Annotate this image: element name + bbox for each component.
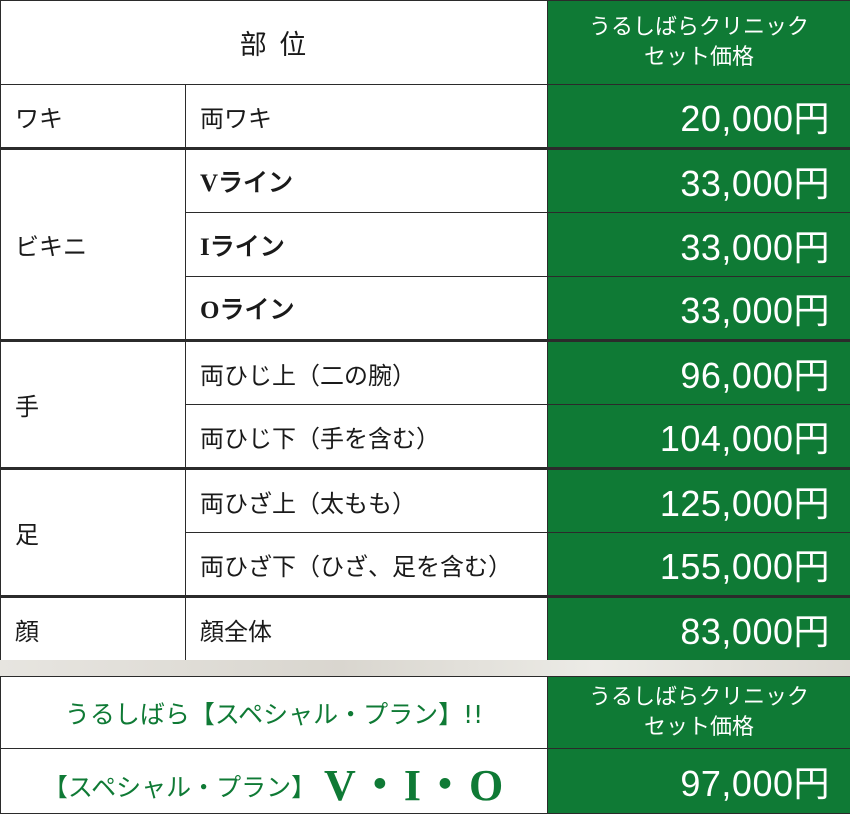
special-row: 【スペシャル・プラン】 V・I・O 97,000円 xyxy=(1,749,850,814)
special-header-row: うるしばら【スペシャル・プラン】!! うるしばらクリニック セット価格 xyxy=(1,677,850,749)
category-waki: ワキ xyxy=(1,85,186,149)
sub-part: 両ひざ下（ひざ、足を含む） xyxy=(186,533,548,597)
category-leg: 足 xyxy=(1,469,186,597)
special-price-header-line1: うるしばらクリニック xyxy=(548,683,850,713)
header-row: 部 位 うるしばらクリニック セット価格 xyxy=(1,1,850,85)
divider-band xyxy=(0,660,850,676)
part-header: 部 位 xyxy=(1,1,548,85)
category-arm: 手 xyxy=(1,341,186,469)
table-row: ビキニ Vライン 33,000円 xyxy=(1,149,850,213)
clinic-price-header-line2: セット価格 xyxy=(548,43,850,73)
clinic-price-header: うるしばらクリニック セット価格 xyxy=(548,1,850,85)
sub-part-text: Iライン xyxy=(200,234,285,261)
price-cell: 83,000円 xyxy=(548,597,850,661)
sub-part: Vライン xyxy=(186,149,548,213)
part-header-label: 部 位 xyxy=(240,23,309,62)
sub-part-text: Oライン xyxy=(200,297,294,324)
price-cell: 33,000円 xyxy=(548,277,850,341)
sub-part: Iライン xyxy=(186,213,548,277)
sub-part: 顔全体 xyxy=(186,597,548,661)
special-plan-name: 【スペシャル・プラン】 V・I・O xyxy=(1,749,548,814)
special-plan-prefix: 【スペシャル・プラン】 xyxy=(43,773,316,802)
category-bikini: ビキニ xyxy=(1,149,186,341)
special-price-cell: 97,000円 xyxy=(548,749,850,814)
sub-part: 両ひじ下（手を含む） xyxy=(186,405,548,469)
category-face: 顔 xyxy=(1,597,186,661)
sub-part: 両ワキ xyxy=(186,85,548,149)
table-row: 手 両ひじ上（二の腕） 96,000円 xyxy=(1,341,850,405)
price-cell: 33,000円 xyxy=(548,213,850,277)
price-cell: 104,000円 xyxy=(548,405,850,469)
sub-part: 両ひざ上（太もも） xyxy=(186,469,548,533)
price-table: 部 位 うるしばらクリニック セット価格 ワキ 両ワキ 20,000円 ビキニ … xyxy=(0,0,850,661)
price-cell: 155,000円 xyxy=(548,533,850,597)
table-row: 顔 顔全体 83,000円 xyxy=(1,597,850,661)
price-cell: 96,000円 xyxy=(548,341,850,405)
price-cell: 20,000円 xyxy=(548,85,850,149)
sub-part: Oライン xyxy=(186,277,548,341)
clinic-price-header-line1: うるしばらクリニック xyxy=(548,13,850,43)
vio-label: V・I・O xyxy=(324,761,505,810)
sub-part-text: Vライン xyxy=(200,170,293,197)
table-row: ワキ 両ワキ 20,000円 xyxy=(1,85,850,149)
sub-part: 両ひじ上（二の腕） xyxy=(186,341,548,405)
special-plan-title: うるしばら【スペシャル・プラン】!! xyxy=(1,677,548,749)
table-row: 足 両ひざ上（太もも） 125,000円 xyxy=(1,469,850,533)
price-cell: 125,000円 xyxy=(548,469,850,533)
price-cell: 33,000円 xyxy=(548,149,850,213)
special-price-header-line2: セット価格 xyxy=(548,713,850,743)
special-plan-table: うるしばら【スペシャル・プラン】!! うるしばらクリニック セット価格 【スペシ… xyxy=(0,676,850,814)
special-price-header: うるしばらクリニック セット価格 xyxy=(548,677,850,749)
